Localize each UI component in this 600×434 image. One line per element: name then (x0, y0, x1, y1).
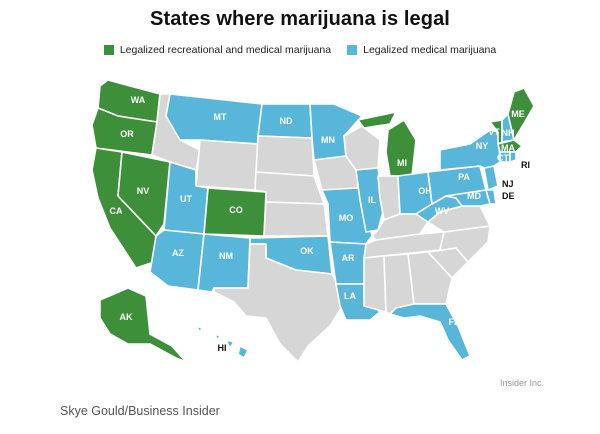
label-de: DE (502, 191, 515, 201)
state-fl (389, 303, 471, 361)
brand-watermark: Insider Inc. (500, 378, 545, 388)
state-ma (497, 139, 523, 153)
legend: Legalized recreational and medical marij… (0, 44, 600, 56)
label-co: CO (229, 205, 243, 215)
label-nj: NJ (502, 179, 514, 189)
label-pa: PA (458, 172, 470, 182)
label-me: ME (511, 109, 525, 119)
label-or: OR (120, 129, 134, 139)
label-ct: CT (497, 153, 509, 163)
legend-swatch-recreational (103, 45, 114, 55)
label-mo: MO (339, 213, 354, 223)
label-la: LA (344, 291, 356, 301)
legend-label-recreational: Legalized recreational and medical marij… (119, 44, 332, 56)
label-ar: AR (342, 253, 355, 263)
state-ar (329, 241, 367, 285)
label-ma: MA (501, 143, 515, 153)
state-ny (439, 129, 501, 171)
label-wv: WV (435, 206, 450, 216)
label-mt: MT (214, 112, 227, 122)
label-ny: NY (476, 141, 489, 151)
state-sd (255, 135, 315, 177)
state-nm (197, 233, 251, 293)
label-nv: NV (137, 186, 150, 196)
label-mi: MI (397, 158, 407, 168)
state-wy (195, 139, 259, 191)
label-nd: ND (280, 116, 293, 126)
state-ks (263, 201, 329, 237)
label-hi: HI (218, 343, 227, 353)
map-title: States where marijuana is legal (150, 8, 450, 30)
label-ri: RI (521, 160, 530, 170)
state-ri (509, 151, 517, 163)
legend-item-medical: Legalized medical marijuana (347, 44, 496, 56)
label-ak: AK (120, 312, 133, 322)
label-ut: UT (180, 194, 192, 204)
label-md: MD (467, 191, 481, 201)
label-vt: VT (488, 127, 500, 137)
state-hi (195, 325, 249, 359)
state-ak (99, 287, 187, 363)
state-az (149, 229, 205, 291)
label-nm: NM (219, 251, 233, 261)
state-nv (117, 151, 171, 237)
label-mn: MN (321, 135, 335, 145)
state-me (507, 87, 535, 141)
credit-line: Skye Gould/Business Insider (60, 404, 220, 418)
state-nj (483, 165, 499, 191)
state-tx (213, 243, 347, 363)
label-oh: OH (418, 186, 432, 196)
state-ne (254, 171, 325, 205)
state-ga (407, 251, 453, 305)
legend-item-recreational: Legalized recreational and medical marij… (103, 44, 332, 56)
legend-swatch-medical (347, 45, 358, 55)
label-fl: FL (449, 317, 460, 327)
label-ok: OK (300, 246, 314, 256)
label-nh: NH (502, 128, 515, 138)
state-ms (363, 255, 387, 313)
state-de (485, 189, 497, 205)
label-il: IL (368, 195, 377, 205)
label-ca: CA (110, 206, 123, 216)
legend-label-medical: Legalized medical marijuana (363, 44, 497, 56)
label-az: AZ (172, 248, 184, 258)
label-wa: WA (131, 95, 146, 105)
